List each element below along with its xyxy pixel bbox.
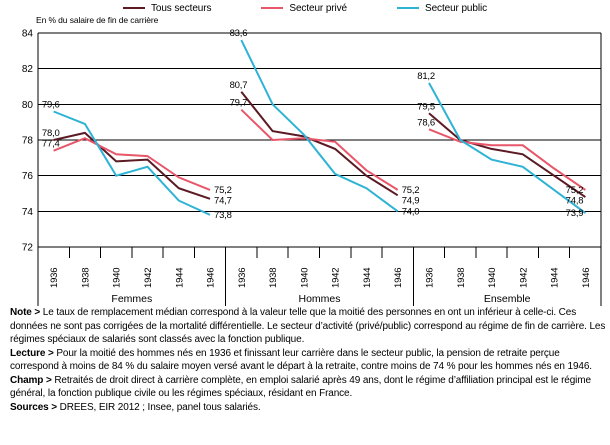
- footnote-label: Champ >: [10, 374, 52, 386]
- panel-label-ensemble: Ensemble: [484, 293, 531, 305]
- x-tick-label: 1936: [424, 268, 435, 288]
- legend-label: Tous secteurs: [150, 2, 212, 14]
- footnotes: Note > Le taux de remplacement médian co…: [10, 306, 606, 414]
- legend-item-secteur-priv-: Secteur privé: [261, 3, 347, 14]
- line-chart: 72 74 76 78 80 82 84 1936 1938 1940 1942 1944 1946 Fe…: [22, 28, 602, 306]
- series-end-label-tous-secteurs: 74,9: [402, 195, 420, 206]
- series-line-secteur-public: [53, 110, 211, 216]
- chart-legend: Tous secteurs Secteur privé Secteur public: [0, 1, 610, 15]
- legend-item-tous-secteurs: Tous secteurs: [122, 2, 212, 14]
- x-tick-label: 1944: [174, 268, 185, 288]
- panel-label-hommes: Hommes: [298, 293, 340, 305]
- footnote-text: Le taux de remplacement médian correspon…: [10, 307, 606, 345]
- footnote-champ-: Champ > Retraités de droit direct à carr…: [10, 374, 606, 401]
- x-tick-label: 1946: [393, 268, 404, 288]
- legend-item-secteur-public: Secteur public: [397, 3, 487, 14]
- x-tick-label: 1946: [581, 268, 592, 288]
- x-tick-label: 1940: [112, 268, 123, 288]
- footnote-sources-: Sources > DREES, EIR 2012 ; Insee, panel…: [10, 401, 606, 415]
- series-start-label-secteur-public: 83,6: [230, 28, 248, 39]
- x-tick-label: 1944: [362, 268, 373, 288]
- footnote-text: Pour la moitié des hommes nés en 1936 et…: [10, 347, 592, 373]
- y-tick-label: 76: [22, 171, 34, 182]
- footnote-text: DREES, EIR 2012 ; Insee, panel tous sala…: [57, 401, 261, 413]
- y-tick-label: 82: [22, 64, 34, 75]
- series-line-tous-secteurs: [428, 112, 586, 198]
- x-tick-label: 1944: [550, 268, 561, 288]
- series-start-label-secteur-public: 79,6: [42, 99, 60, 110]
- footnote-text: Retraités de droit direct à carrière com…: [10, 374, 591, 400]
- footnote-label: Lecture >: [10, 347, 54, 359]
- series-line-tous-secteurs: [53, 131, 211, 200]
- panel-label-femmes: Femmes: [111, 293, 152, 305]
- footnote-lecture-: Lecture > Pour la moitié des hommes nés …: [10, 347, 606, 374]
- series-line-tous-secteurs: [240, 91, 399, 197]
- series-start-label-tous-secteurs: 78,0: [42, 128, 60, 139]
- x-tick-label: 1940: [299, 268, 310, 288]
- legend-label: Secteur public: [425, 2, 487, 14]
- series-end-label-secteur-priv-: 75,2: [214, 185, 232, 196]
- series-end-label-tous-secteurs: 74,8: [566, 195, 584, 206]
- series-start-label-secteur-priv-: 78,6: [417, 117, 435, 128]
- series-start-label-tous-secteurs: 79,5: [417, 101, 435, 112]
- y-axis-unit-label: En % du salaire de fin de carrière: [36, 15, 159, 25]
- x-tick-label: 1938: [268, 268, 279, 288]
- x-tick-label: 1938: [456, 268, 467, 288]
- x-tick-label: 1936: [237, 268, 248, 288]
- footnote-label: Note >: [10, 307, 41, 318]
- x-tick-label: 1942: [143, 268, 154, 288]
- series-start-label-secteur-priv-: 77,4: [42, 139, 60, 150]
- legend-label: Secteur privé: [289, 2, 348, 14]
- legend-line-marker: [261, 6, 284, 10]
- series-start-label-secteur-priv-: 79,7: [230, 98, 248, 109]
- legend-line-marker: [122, 6, 145, 10]
- y-tick-label: 80: [22, 100, 34, 111]
- series-line-secteur-public: [240, 39, 399, 213]
- x-tick-label: 1936: [49, 268, 60, 288]
- series-line-secteur-public: [428, 82, 586, 214]
- series-end-label-tous-secteurs: 74,7: [214, 195, 232, 206]
- legend-line-marker: [397, 6, 420, 10]
- series-start-label-secteur-public: 81,2: [417, 71, 435, 82]
- series-line-secteur-priv-: [53, 137, 211, 191]
- series-line-secteur-priv-: [240, 108, 399, 191]
- y-tick-label: 72: [22, 243, 34, 254]
- series-line-secteur-priv-: [428, 128, 586, 191]
- x-tick-label: 1946: [206, 268, 217, 288]
- series-end-label-secteur-public: 74,0: [402, 206, 420, 217]
- footnote-label: Sources >: [10, 401, 58, 413]
- y-tick-label: 78: [22, 136, 34, 147]
- x-tick-label: 1942: [331, 268, 342, 288]
- series-end-label-secteur-priv-: 75,2: [402, 185, 420, 196]
- x-tick-label: 1942: [518, 268, 529, 288]
- series-end-label-secteur-public: 73,9: [566, 208, 584, 219]
- series-start-label-tous-secteurs: 80,7: [230, 80, 248, 91]
- series-end-label-secteur-public: 73,8: [214, 210, 232, 221]
- x-tick-label: 1940: [487, 268, 498, 288]
- footnote-note-: Note > Le taux de remplacement médian co…: [10, 306, 606, 347]
- y-tick-label: 74: [22, 207, 34, 218]
- series-end-label-secteur-priv-: 75,2: [566, 185, 584, 196]
- y-tick-label: 84: [22, 29, 34, 40]
- x-tick-label: 1938: [80, 268, 91, 288]
